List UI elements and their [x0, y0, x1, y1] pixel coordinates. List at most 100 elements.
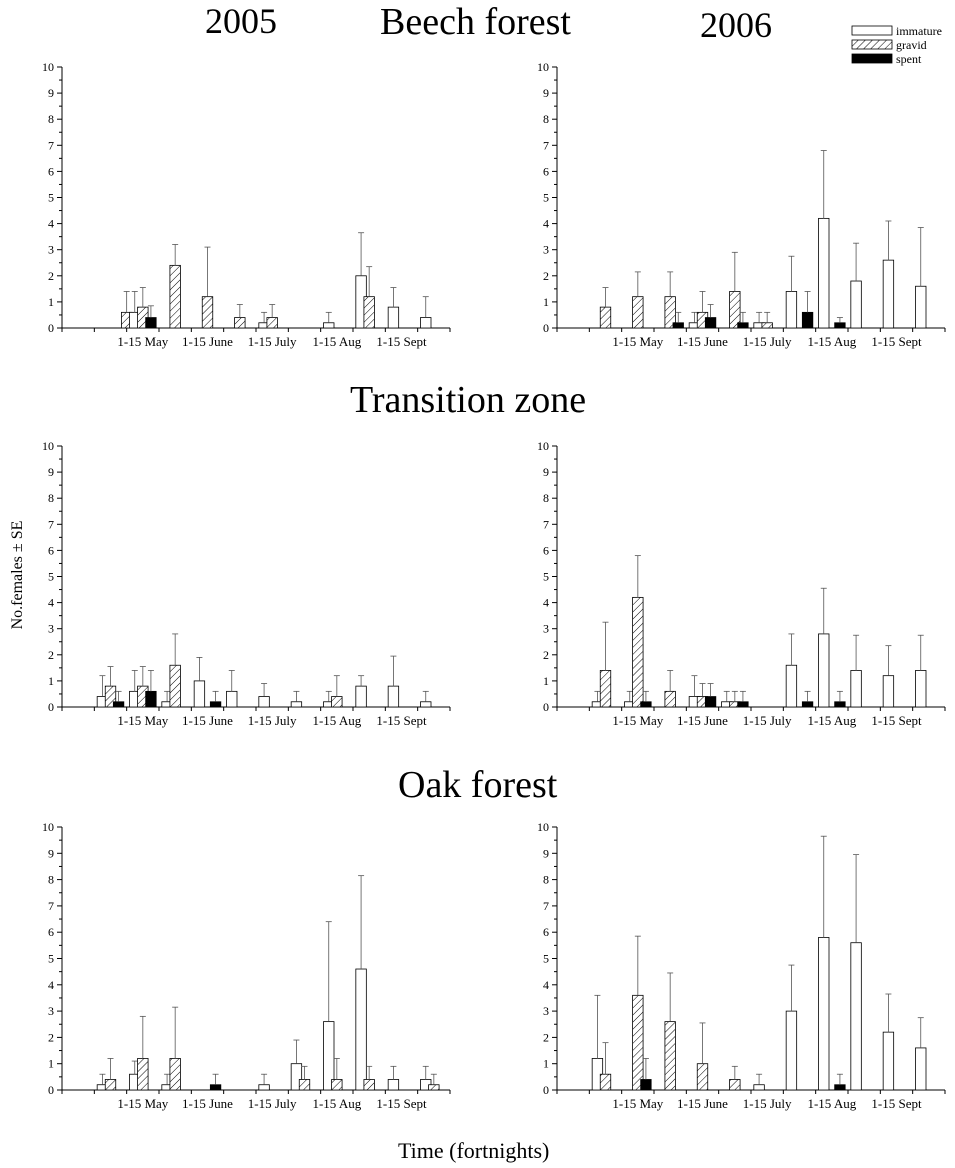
bar-immature: [387, 685, 400, 708]
x-tick-label: 1-15 June: [182, 334, 233, 349]
y-tick-label: 2: [48, 1030, 54, 1044]
x-tick-label: 1-15 July: [248, 1096, 297, 1111]
y-tick-label: 9: [48, 846, 54, 860]
y-tick-label: 0: [48, 321, 54, 335]
bar-spent: [801, 701, 814, 708]
legend-swatch-gravid: [851, 39, 893, 50]
y-tick-label: 10: [42, 60, 54, 74]
bar-gravid: [696, 1063, 709, 1091]
bar-immature: [226, 690, 238, 708]
bar-immature: [290, 701, 303, 708]
x-tick-label: 1-15 May: [612, 334, 663, 349]
y-tick-label: 8: [48, 112, 54, 126]
bar-gravid: [266, 317, 278, 329]
y-tick-label: 6: [543, 925, 549, 939]
y-tick-label: 7: [48, 899, 54, 913]
x-tick-label: 1-15 Aug: [312, 334, 361, 349]
year-label-2006: 2006: [700, 5, 772, 45]
bar-gravid: [169, 664, 181, 708]
bar-gravid: [428, 1084, 440, 1091]
x-tick-label: 1-15 Aug: [312, 1096, 361, 1111]
bar-gravid: [331, 696, 343, 708]
y-tick-label: 4: [48, 978, 54, 992]
x-tick-label: 1-15 May: [612, 1096, 663, 1111]
x-tick-label: 1-15 Sept: [376, 1096, 427, 1111]
bar-immature: [258, 1084, 270, 1091]
y-tick-label: 4: [48, 596, 54, 610]
bar-gravid: [298, 1079, 311, 1091]
panel-2: 0 1 2 3 4 5 6 7 8 9 10 1-15 May 1-15 June 1-15 July 1-…: [42, 439, 451, 728]
x-tick-label: 1-15 Sept: [871, 1096, 922, 1111]
bar-immature: [387, 306, 400, 329]
bar-gravid: [664, 690, 676, 708]
x-tick-label: 1-15 Sept: [376, 334, 427, 349]
bar-gravid: [632, 596, 644, 708]
y-tick-label: 10: [42, 820, 54, 834]
panel-5: 0 1 2 3 4 5 6 7 8 9 10 1-15 May 1-15 June 1-15 July 1-…: [537, 820, 946, 1111]
bar-gravid: [234, 317, 246, 329]
bar-immature: [387, 1079, 400, 1091]
y-tick-label: 5: [48, 191, 54, 205]
bar-immature: [882, 1031, 895, 1091]
y-tick-label: 4: [543, 978, 549, 992]
y-tick-label: 7: [543, 517, 549, 531]
y-tick-label: 3: [48, 622, 54, 636]
y-tick-label: 5: [543, 191, 549, 205]
x-tick-label: 1-15 May: [612, 713, 663, 728]
legend-label-gravid: gravid: [896, 38, 927, 52]
bar-immature: [193, 680, 206, 708]
bar-immature: [818, 937, 830, 1091]
x-tick-label: 1-15 July: [743, 1096, 792, 1111]
bar-gravid: [104, 1079, 117, 1091]
y-tick-label: 10: [537, 820, 549, 834]
y-tick-label: 6: [48, 543, 54, 557]
bar-immature: [355, 685, 367, 708]
bar-gravid: [761, 322, 773, 329]
bar-spent: [834, 701, 846, 708]
bar-spent: [834, 1084, 846, 1091]
bar-spent: [834, 322, 846, 329]
y-tick-label: 10: [537, 439, 549, 453]
x-tick-label: 1-15 May: [117, 1096, 168, 1111]
bar-immature: [850, 280, 862, 329]
y-tick-label: 9: [48, 465, 54, 479]
bar-immature: [850, 942, 862, 1091]
x-tick-label: 1-15 Sept: [376, 713, 427, 728]
y-tick-label: 6: [543, 543, 549, 557]
y-tick-label: 5: [48, 570, 54, 584]
bar-immature: [420, 701, 432, 708]
bar-gravid: [729, 1079, 741, 1091]
y-tick-label: 0: [48, 1083, 54, 1097]
y-tick-label: 7: [48, 138, 54, 152]
x-tick-label: 1-15 Aug: [312, 713, 361, 728]
bar-spent: [145, 690, 157, 708]
y-tick-label: 6: [48, 164, 54, 178]
bar-gravid: [363, 1079, 375, 1091]
year-label-2005: 2005: [205, 1, 277, 41]
bar-gravid: [599, 306, 612, 329]
bar-gravid: [169, 264, 181, 329]
y-tick-label: 5: [48, 952, 54, 966]
bar-spent: [640, 701, 652, 708]
y-tick-label: 1: [543, 1057, 549, 1071]
x-tick-label: 1-15 Aug: [807, 1096, 856, 1111]
y-tick-label: 8: [543, 873, 549, 887]
y-tick-label: 4: [543, 596, 549, 610]
y-tick-label: 5: [543, 952, 549, 966]
habitat-title-beech: Beech forest: [380, 1, 571, 43]
bar-immature: [785, 664, 798, 708]
y-tick-label: 2: [48, 269, 54, 283]
y-tick-label: 7: [543, 138, 549, 152]
bar-gravid: [599, 1073, 612, 1091]
bar-gravid: [632, 296, 644, 329]
y-tick-label: 3: [543, 1004, 549, 1018]
bar-immature: [882, 259, 895, 329]
bar-spent: [209, 1084, 222, 1091]
bar-gravid: [363, 296, 375, 329]
x-tick-label: 1-15 June: [677, 1096, 728, 1111]
legend-swatch-immature: [851, 25, 893, 36]
bar-spent: [801, 311, 814, 329]
legend-swatch-spent: [851, 53, 893, 64]
bar-spent: [737, 701, 749, 708]
